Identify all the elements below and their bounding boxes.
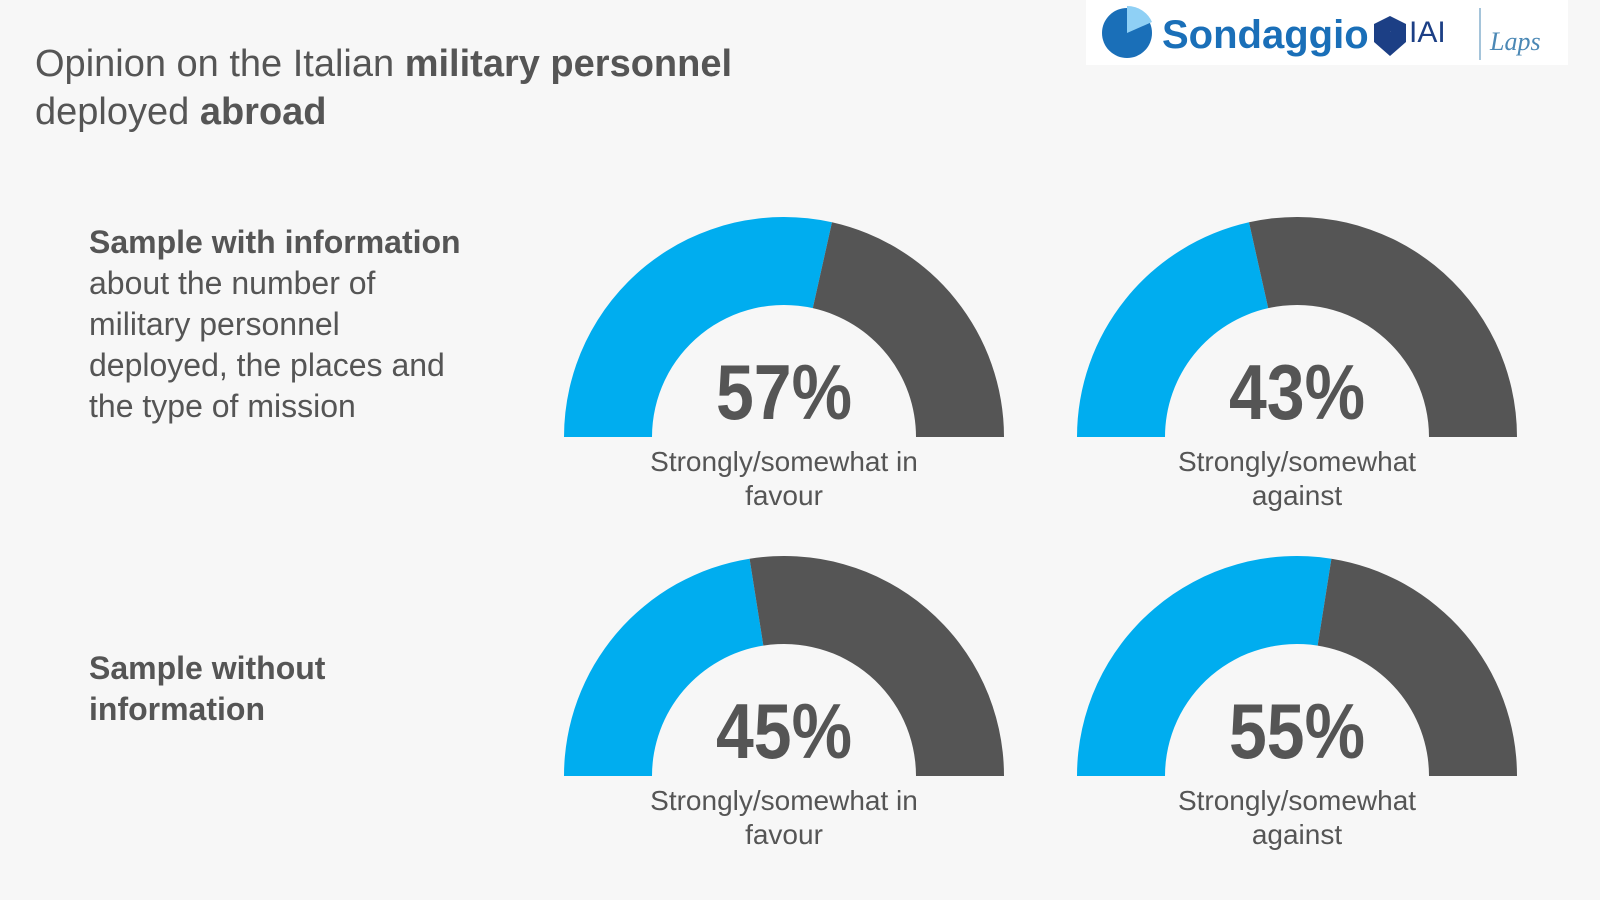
- logo-text: Sondaggio: [1162, 13, 1369, 57]
- value-label: 45%: [716, 687, 852, 775]
- gauge-arc: [564, 217, 832, 437]
- value-label: 57%: [716, 348, 852, 436]
- row-label-part: Sample without information: [89, 650, 326, 727]
- gauge-chart: 45% Strongly/somewhat in favour: [554, 556, 1014, 856]
- gauge-svg: 57%: [564, 217, 1004, 437]
- logo-text: Laps: [1489, 27, 1541, 56]
- gauge-svg: 55%: [1077, 556, 1517, 776]
- row-label-part: about the number of military personnel d…: [89, 265, 445, 424]
- title-part: abroad: [199, 91, 327, 133]
- value-label: 55%: [1229, 687, 1365, 775]
- gauge-arc: [564, 558, 764, 776]
- gauge-label: Strongly/somewhat in favour: [650, 785, 918, 850]
- gauge-arc: [1077, 222, 1269, 437]
- gauge-rest: [1317, 558, 1517, 776]
- row-label-part: Sample with information: [89, 224, 461, 260]
- gauge-svg: 45%: [564, 556, 1004, 776]
- gauge-rest: [749, 556, 1004, 776]
- gauge-chart: 57% Strongly/somewhat in favour: [554, 217, 1014, 517]
- logo-slice: [1127, 5, 1152, 34]
- gauge-label: Strongly/somewhat against: [1177, 785, 1417, 850]
- logos: Sondaggio IAI Laps: [1102, 5, 1541, 60]
- logo-text: IAI: [1409, 16, 1446, 49]
- title-part: Opinion on the Italian: [35, 43, 405, 85]
- page-title: Opinion on the Italian military personne…: [35, 40, 875, 136]
- title-part: military personnel: [404, 43, 733, 85]
- gauge-label: Strongly/somewhat in favour: [650, 446, 918, 511]
- row-label: Sample with information about the number…: [89, 222, 479, 427]
- gauge-label: Strongly/somewhat against: [1177, 446, 1417, 511]
- gauge-arc: [1077, 556, 1332, 776]
- value-label: 43%: [1229, 348, 1365, 436]
- row-label: Sample without information: [89, 648, 479, 730]
- gauge-svg: 43%: [1077, 217, 1517, 437]
- gauge-chart: 43% Strongly/somewhat against: [1067, 217, 1527, 517]
- logo-cube: [1374, 16, 1406, 56]
- title-part: deployed: [35, 91, 200, 133]
- gauge-rest: [812, 222, 1004, 437]
- gauge-rest: [1249, 217, 1517, 437]
- logo-bar: Sondaggio IAI Laps: [1086, 0, 1568, 65]
- gauge-chart: 55% Strongly/somewhat against: [1067, 556, 1527, 856]
